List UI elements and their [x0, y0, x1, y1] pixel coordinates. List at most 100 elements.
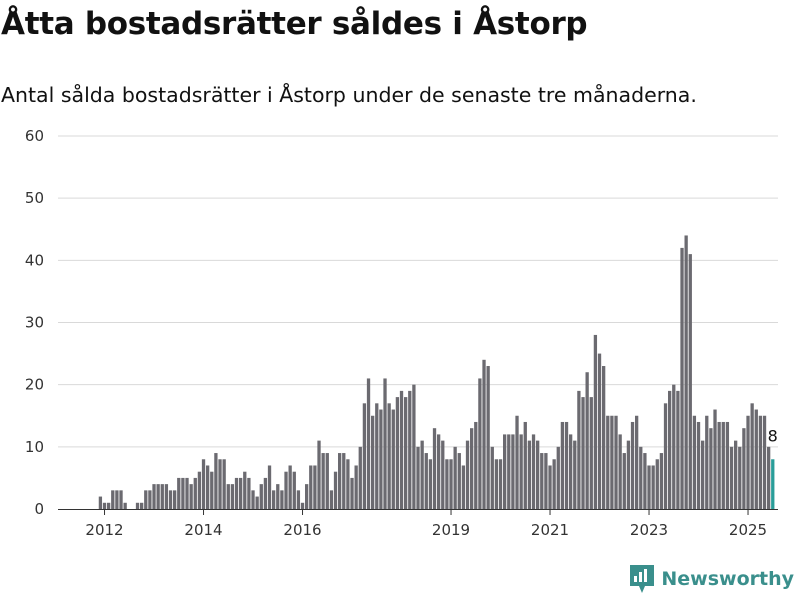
bar [457, 453, 461, 509]
bar [164, 484, 169, 509]
bar [610, 415, 614, 509]
bar [395, 397, 400, 509]
bar [206, 465, 210, 509]
bar [552, 459, 556, 509]
bar [729, 446, 734, 509]
bar [498, 459, 503, 509]
bar [222, 459, 226, 509]
x-tick-label: 2016 [283, 521, 321, 539]
x-tick-label: 2023 [630, 521, 668, 539]
bar [201, 459, 206, 509]
bar [474, 421, 478, 509]
bar [602, 366, 606, 509]
y-tick-label: 20 [25, 376, 44, 394]
bar [651, 465, 655, 509]
bar [531, 434, 536, 509]
bar [676, 390, 680, 509]
bar [643, 453, 647, 509]
bar [247, 477, 251, 509]
bar [387, 403, 391, 509]
bar [527, 440, 532, 509]
bar [263, 477, 268, 509]
bar [441, 440, 445, 509]
bar [416, 446, 420, 509]
bar [177, 477, 181, 509]
y-tick-label: 60 [25, 127, 44, 145]
bar [742, 428, 746, 509]
bar [490, 446, 494, 509]
bar [717, 421, 721, 509]
bar [325, 453, 329, 509]
bar [218, 459, 222, 509]
bar [556, 446, 560, 509]
bar [239, 477, 243, 509]
bar [445, 459, 449, 509]
bar [317, 440, 321, 509]
bar [259, 484, 263, 509]
bar [461, 465, 466, 509]
bar [721, 421, 725, 509]
bar [371, 415, 375, 509]
bar [292, 471, 296, 509]
bar [144, 490, 148, 509]
bar [358, 446, 362, 509]
bar [243, 471, 247, 509]
y-tick-label: 0 [34, 500, 44, 518]
bar [168, 490, 173, 509]
bar [399, 390, 404, 509]
bar [515, 415, 519, 509]
bar [333, 471, 338, 509]
bar [507, 434, 511, 509]
bar [272, 490, 276, 509]
bar [688, 254, 692, 509]
bar [288, 465, 292, 509]
bar [589, 397, 593, 509]
bar [420, 440, 424, 509]
bar [540, 453, 544, 509]
bar [639, 446, 643, 509]
bar [606, 415, 610, 509]
bar [309, 465, 313, 509]
bar [647, 465, 651, 509]
bar [655, 459, 659, 509]
bar [746, 415, 750, 509]
x-tick-label: 2014 [184, 521, 222, 539]
bar [313, 465, 317, 509]
bar [734, 440, 738, 509]
bar [544, 453, 548, 509]
bar [189, 484, 193, 509]
bar [329, 490, 334, 509]
bar [618, 434, 622, 509]
bar [668, 390, 672, 509]
bar [366, 378, 371, 509]
bar [383, 378, 387, 509]
bar [296, 490, 301, 509]
bar [767, 446, 771, 509]
bar [523, 421, 527, 509]
bar [581, 397, 585, 509]
bar [152, 484, 156, 509]
bar [284, 471, 288, 509]
bars [98, 235, 775, 509]
bar [709, 428, 713, 509]
bar [692, 415, 697, 509]
bar [115, 490, 119, 509]
chart-subtitle: Antal sålda bostadsrätter i Åstorp under… [1, 83, 697, 107]
bar [680, 247, 684, 509]
bar [185, 477, 189, 509]
bar [404, 397, 408, 509]
bar [672, 384, 676, 509]
x-axis: 2012 2014 2016 2019 2021 2023 2025 [58, 509, 778, 539]
bar [705, 415, 709, 509]
bar [424, 453, 428, 509]
bar [140, 502, 144, 509]
bar [428, 459, 433, 509]
bar [173, 490, 177, 509]
brand: Newsworthy [629, 564, 794, 594]
bar [111, 490, 115, 509]
x-tick-label: 2025 [729, 521, 767, 539]
bar [267, 465, 272, 509]
bar [193, 477, 197, 509]
bar [197, 471, 202, 509]
